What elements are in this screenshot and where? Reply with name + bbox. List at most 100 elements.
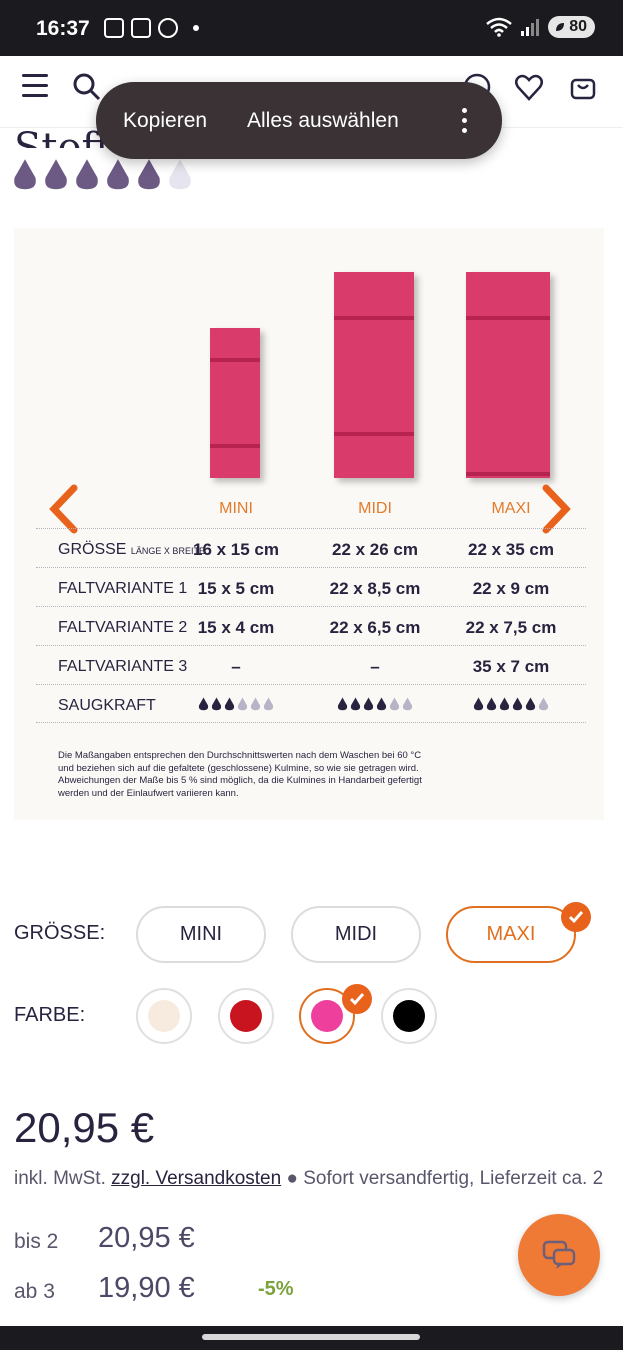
drop-filled-icon: [525, 697, 536, 711]
size-option-label: GRÖSSE:: [14, 922, 106, 944]
search-icon[interactable]: [72, 72, 102, 102]
chart-col-midi: MIDI: [358, 500, 392, 517]
drop-empty-icon: [250, 697, 261, 711]
drop-filled-icon: [14, 159, 36, 190]
menu-icon[interactable]: [22, 74, 48, 98]
row-value-maxi: 22 x 7,5 cm: [465, 618, 557, 637]
drop-filled-icon: [486, 697, 497, 711]
drop-empty-icon: [402, 697, 413, 711]
tax-note: inkl. MwSt.: [14, 1168, 106, 1189]
row-value-maxi: 22 x 35 cm: [467, 540, 554, 559]
status-time: 16:37: [36, 17, 90, 40]
row-value-maxi: 35 x 7 cm: [472, 657, 550, 676]
row-label: SAUGKRAFT: [58, 697, 156, 714]
status-bar: 16:37 80: [0, 0, 623, 56]
drop-empty-icon: [263, 697, 274, 711]
shipping-costs-link[interactable]: zzgl. Versandkosten: [111, 1168, 282, 1189]
drop-filled-icon: [45, 159, 67, 190]
drop-filled-icon: [499, 697, 510, 711]
size-button-maxi[interactable]: MAXI: [446, 906, 576, 963]
color-swatch-red[interactable]: [218, 988, 274, 1044]
drop-filled-icon: [363, 697, 374, 711]
tax-shipping-info: inkl. MwSt. zzgl. Versandkosten ● Sofort…: [14, 1168, 623, 1190]
size-button-mini[interactable]: MINI: [136, 906, 266, 963]
copy-action[interactable]: Kopieren: [123, 109, 208, 132]
row-label: FALTVARIANTE 2: [58, 619, 188, 636]
system-icons: 80: [486, 16, 595, 38]
row-value-midi: 22 x 6,5 cm: [329, 618, 421, 637]
wifi-icon: [486, 17, 513, 37]
row-value-mini: 15 x 4 cm: [197, 618, 275, 637]
drop-empty-icon: [237, 697, 248, 711]
cart-bag-icon[interactable]: [568, 72, 598, 102]
size-button-midi[interactable]: MIDI: [291, 906, 421, 963]
selected-check-icon: [342, 984, 372, 1014]
cloth-mini: [210, 328, 260, 478]
chart-row-fold2: FALTVARIANTE 2 15 x 4 cm 22 x 6,5 cm 22 …: [36, 606, 586, 645]
absorbency-maxi: [446, 696, 576, 716]
drop-empty-icon: [389, 697, 400, 711]
row-value-mini: –: [231, 657, 241, 676]
screenshot-icon: [104, 18, 124, 38]
size-chart-image: MINI MIDI MAXI GRÖSSE LÄNGE X BREITE 16 …: [14, 228, 604, 820]
drop-filled-icon: [198, 697, 209, 711]
battery-level: 80: [569, 18, 587, 35]
drop-filled-icon: [138, 159, 160, 190]
system-nav-bar: [0, 1326, 623, 1350]
chart-row-fold3: FALTVARIANTE 3 – – 35 x 7 cm: [36, 645, 586, 684]
chart-col-maxi: MAXI: [491, 500, 531, 517]
selected-check-icon: [561, 902, 591, 932]
drop-filled-icon: [224, 697, 235, 711]
drop-empty-icon: [169, 159, 191, 190]
absorbency-mini: [171, 696, 301, 716]
row-label: FALTVARIANTE 3: [58, 658, 188, 675]
chevron-right-icon[interactable]: [540, 484, 572, 534]
cloth-maxi: [466, 272, 550, 478]
select-all-action[interactable]: Alles auswählen: [247, 109, 399, 132]
chart-row-fold1: FALTVARIANTE 1 15 x 5 cm 22 x 8,5 cm 22 …: [36, 567, 586, 606]
notification-icons: [104, 18, 199, 38]
row-label: FALTVARIANTE 1: [58, 580, 188, 597]
battery-saver-icon: [556, 23, 565, 31]
drop-filled-icon: [473, 697, 484, 711]
rating-drops: [12, 158, 193, 191]
color-swatch-cream[interactable]: [136, 988, 192, 1044]
tier-price: 20,95 €: [98, 1222, 195, 1254]
product-title: Stoff: [14, 125, 110, 148]
discount-badge: -5%: [258, 1278, 294, 1300]
drop-empty-icon: [538, 697, 549, 711]
row-value-midi: 22 x 26 cm: [331, 540, 418, 559]
color-swatch-black[interactable]: [381, 988, 437, 1044]
drop-filled-icon: [76, 159, 98, 190]
chart-row-size: GRÖSSE LÄNGE X BREITE 16 x 15 cm 22 x 26…: [36, 528, 586, 567]
tier-qty: bis 2: [14, 1230, 59, 1253]
drop-filled-icon: [107, 159, 129, 190]
product-price: 20,95 €: [14, 1104, 155, 1151]
row-value-maxi: 22 x 9 cm: [472, 579, 550, 598]
signal-icon: [521, 19, 540, 36]
tier-qty: ab 3: [14, 1280, 55, 1303]
row-label: GRÖSSE: [58, 541, 127, 558]
size-chart-note: Die Maßangaben entsprechen den Durchschn…: [58, 750, 422, 799]
row-value-mini: 15 x 5 cm: [197, 579, 275, 598]
availability-text: Sofort versandfertig, Lieferzeit ca. 2: [303, 1168, 604, 1189]
chart-row-absorbency: SAUGKRAFT: [36, 684, 586, 723]
chat-support-button[interactable]: [518, 1214, 600, 1296]
more-options-icon[interactable]: [462, 108, 468, 138]
drop-filled-icon: [376, 697, 387, 711]
home-gesture-pill[interactable]: [202, 1334, 420, 1340]
absorbency-midi: [310, 696, 440, 716]
chevron-left-icon[interactable]: [48, 484, 80, 534]
cloth-midi: [334, 272, 414, 478]
drop-filled-icon: [211, 697, 222, 711]
chart-col-mini: MINI: [219, 500, 253, 517]
row-sublabel: LÄNGE X BREITE: [130, 546, 205, 556]
whatsapp-icon: [158, 18, 178, 38]
chat-icon: [542, 1240, 576, 1269]
wishlist-heart-icon[interactable]: [514, 72, 544, 102]
drop-filled-icon: [350, 697, 361, 711]
row-value-midi: 22 x 8,5 cm: [329, 579, 421, 598]
drop-filled-icon: [512, 697, 523, 711]
drop-filled-icon: [337, 697, 348, 711]
color-option-label: FARBE:: [14, 1004, 86, 1026]
